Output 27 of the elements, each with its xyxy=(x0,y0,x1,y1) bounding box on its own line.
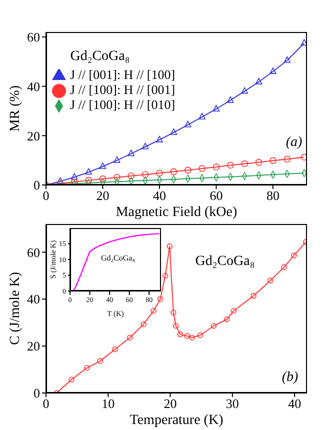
annotation: (b) xyxy=(282,370,298,386)
x-tick-label: 10 xyxy=(102,396,115,412)
legend-label: J // [100]: H // [010] xyxy=(70,97,176,112)
legend-label: J // [100]: H // [001] xyxy=(70,82,176,98)
y-tick-label: 20 xyxy=(27,338,40,354)
annotation: Gd₂CoGa₈ xyxy=(195,254,255,270)
y-axis-title: C (J/mole K) xyxy=(8,272,23,346)
annotation: Gd₂CoGa₈ xyxy=(100,254,136,262)
y-tick-label: 60 xyxy=(27,30,40,45)
x-tick-label: 20 xyxy=(96,188,110,204)
x-axis-title: Magnetic Field (kOe) xyxy=(116,205,238,220)
x-tick-label: 40 xyxy=(152,188,166,204)
x-tick-label: 40 xyxy=(288,396,302,412)
legend-label: J // [001]: H // [100] xyxy=(70,67,176,82)
y-tick-label: 0 xyxy=(34,178,40,193)
y-axis-title: MR (%) xyxy=(8,85,23,132)
annotation: Gd₂CoGa₈ xyxy=(70,49,130,65)
y-tick-label: 40 xyxy=(27,78,40,94)
y-tick-label: 20 xyxy=(27,128,40,144)
x-tick-label: 80 xyxy=(266,188,280,204)
annotation: (a) xyxy=(286,135,302,151)
y-tick-label: 0 xyxy=(34,386,40,401)
x-axis-title: Temperature (K) xyxy=(130,413,224,428)
x-tick-label: 20 xyxy=(164,396,177,412)
y-tick-label: 60 xyxy=(27,244,40,260)
x-tick-label: 60 xyxy=(210,188,223,204)
x-tick-label: 30 xyxy=(226,396,239,412)
